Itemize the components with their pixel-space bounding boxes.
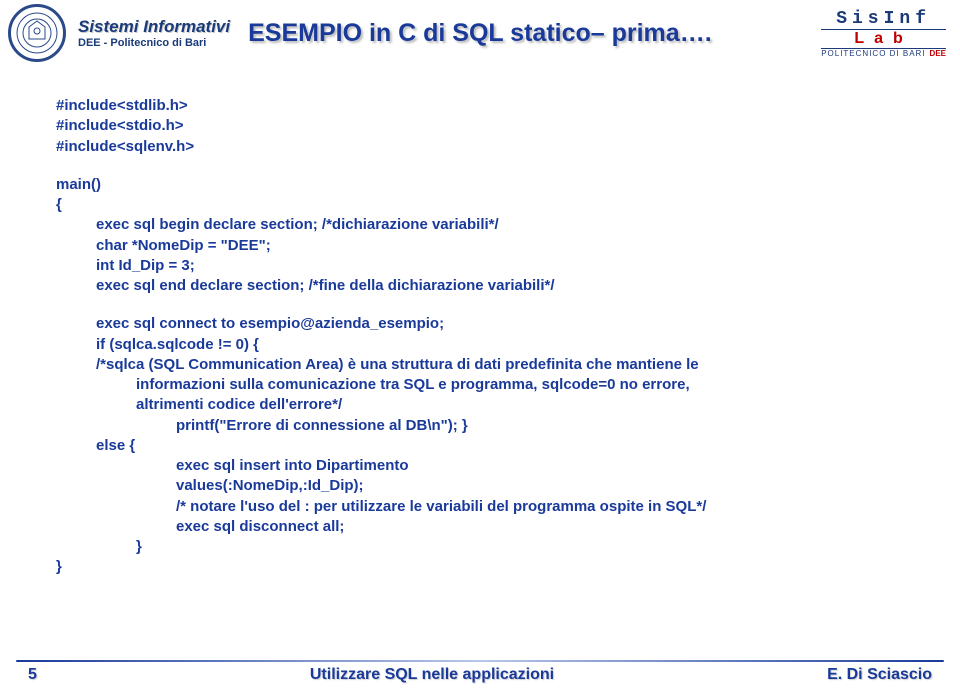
footer-author: E. Di Sciascio bbox=[827, 666, 932, 684]
lab-name-line2: Lab bbox=[821, 29, 946, 49]
footer-title: Utilizzare SQL nelle applicazioni bbox=[310, 666, 554, 684]
code-block: #include<stdlib.h> #include<stdio.h> #in… bbox=[0, 66, 960, 588]
code-line: #include<sqlenv.h> bbox=[56, 137, 920, 157]
code-line: main() bbox=[56, 175, 920, 195]
code-line: exec sql connect to esempio@azienda_esem… bbox=[56, 314, 920, 334]
slide-footer: 5 Utilizzare SQL nelle applicazioni E. D… bbox=[0, 662, 960, 692]
code-line: if (sqlca.sqlcode != 0) { bbox=[56, 335, 920, 355]
code-comment: /*sqlca (SQL Communication Area) è una s… bbox=[56, 355, 920, 375]
slide-title: ESEMPIO in C di SQL statico– prima…. bbox=[248, 19, 712, 48]
page-number: 5 bbox=[28, 666, 37, 684]
lab-logo: SisInf Lab POLITECNICO DI BARI DEE bbox=[821, 9, 950, 58]
code-comment: informazioni sulla comunicazione tra SQL… bbox=[56, 375, 920, 395]
code-line: exec sql insert into Dipartimento bbox=[56, 456, 920, 476]
code-line: #include<stdlib.h> bbox=[56, 96, 920, 116]
org-name: Sistemi Informativi bbox=[78, 17, 230, 37]
code-line: #include<stdio.h> bbox=[56, 116, 920, 136]
logo-seal-icon bbox=[13, 9, 61, 57]
code-comment: /* notare l'uso del : per utilizzare le … bbox=[56, 497, 920, 517]
code-line: values(:NomeDip,:Id_Dip); bbox=[56, 476, 920, 496]
code-line: else { bbox=[56, 436, 920, 456]
code-line: } bbox=[56, 537, 920, 557]
slide-header: Sistemi Informativi DEE - Politecnico di… bbox=[0, 0, 960, 66]
lab-badge: DEE bbox=[930, 49, 946, 58]
org-dept: DEE - Politecnico di Bari bbox=[78, 37, 230, 49]
lab-name-line1: SisInf bbox=[821, 9, 946, 29]
lab-subtext: POLITECNICO DI BARI bbox=[821, 49, 925, 58]
code-line: char *NomeDip = "DEE"; bbox=[56, 236, 920, 256]
includes-block: #include<stdlib.h> #include<stdio.h> #in… bbox=[56, 96, 920, 157]
code-line: exec sql begin declare section; /*dichia… bbox=[56, 215, 920, 235]
code-line: exec sql disconnect all; bbox=[56, 517, 920, 537]
code-line: exec sql end declare section; /*fine del… bbox=[56, 276, 920, 296]
code-line: } bbox=[56, 557, 920, 577]
code-comment: altrimenti codice dell'errore*/ bbox=[56, 395, 920, 415]
code-line: int Id_Dip = 3; bbox=[56, 256, 920, 276]
spacer bbox=[56, 296, 920, 314]
code-line: printf("Errore di connessione al DB\n");… bbox=[56, 416, 920, 436]
institution-logo bbox=[8, 4, 66, 62]
header-org-text: Sistemi Informativi DEE - Politecnico di… bbox=[78, 17, 230, 49]
code-line: { bbox=[56, 195, 920, 215]
